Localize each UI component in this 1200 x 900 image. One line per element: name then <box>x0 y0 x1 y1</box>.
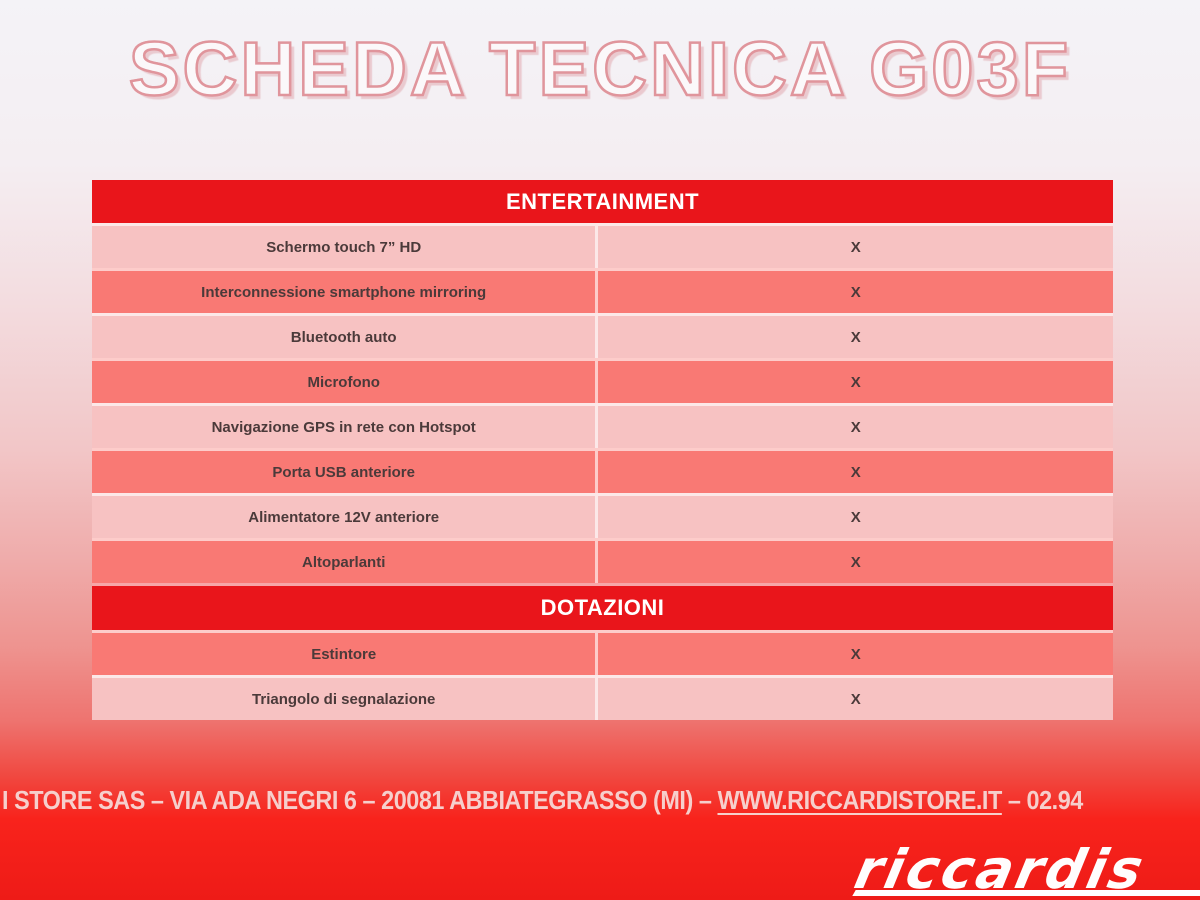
table-row: Microfono X <box>92 358 1113 403</box>
feature-label: Schermo touch 7” HD <box>92 226 599 268</box>
feature-value: X <box>850 508 861 526</box>
feature-value: X <box>850 283 861 301</box>
footer-contact: I STORE SAS – VIA ADA NEGRI 6 – 20081 AB… <box>0 785 1200 821</box>
feature-value: X <box>850 463 861 481</box>
table-row: Navigazione GPS in rete con Hotspot X <box>92 403 1113 448</box>
section-header-dotazioni: DOTAZIONI <box>92 583 1113 630</box>
footer-text-suffix: – 02.94 <box>1001 785 1083 815</box>
section-header-entertainment: ENTERTAINMENT <box>92 180 1113 223</box>
feature-label: Estintore <box>92 633 599 675</box>
table-row: Bluetooth auto X <box>92 313 1113 358</box>
page-title: SCHEDA TECNICA G03F <box>128 26 1072 114</box>
table-row: Estintore X <box>92 630 1113 675</box>
feature-value: X <box>850 418 861 436</box>
feature-label: Bluetooth auto <box>92 316 599 358</box>
feature-value: X <box>850 645 861 663</box>
table-row: Altoparlanti X <box>92 538 1113 583</box>
table-row: Interconnessione smartphone mirroring X <box>92 268 1113 313</box>
logo-underline-decoration <box>852 890 1200 896</box>
feature-label: Porta USB anteriore <box>92 451 599 493</box>
feature-value: X <box>850 553 861 571</box>
table-row: Triangolo di segnalazione X <box>92 675 1113 720</box>
feature-value: X <box>850 238 861 256</box>
feature-label: Navigazione GPS in rete con Hotspot <box>92 406 599 448</box>
table-row: Schermo touch 7” HD X <box>92 223 1113 268</box>
table-row: Alimentatore 12V anteriore X <box>92 493 1113 538</box>
footer-line: I STORE SAS – VIA ADA NEGRI 6 – 20081 AB… <box>2 785 1083 816</box>
feature-value: X <box>850 373 861 391</box>
feature-label: Triangolo di segnalazione <box>92 678 599 720</box>
feature-label: Alimentatore 12V anteriore <box>92 496 599 538</box>
feature-value: X <box>850 328 861 346</box>
feature-label: Altoparlanti <box>92 541 599 583</box>
section-title: DOTAZIONI <box>540 595 665 620</box>
feature-value: X <box>850 690 861 708</box>
website-link[interactable]: WWW.RICCARDISTORE.IT <box>717 785 1002 815</box>
feature-label: Interconnessione smartphone mirroring <box>92 271 599 313</box>
table-row: Porta USB anteriore X <box>92 448 1113 493</box>
feature-label: Microfono <box>92 361 599 403</box>
section-title: ENTERTAINMENT <box>505 188 700 214</box>
footer-text-prefix: I STORE SAS – VIA ADA NEGRI 6 – 20081 AB… <box>2 785 718 815</box>
spec-table: ENTERTAINMENT Schermo touch 7” HD X Inte… <box>92 180 1113 720</box>
